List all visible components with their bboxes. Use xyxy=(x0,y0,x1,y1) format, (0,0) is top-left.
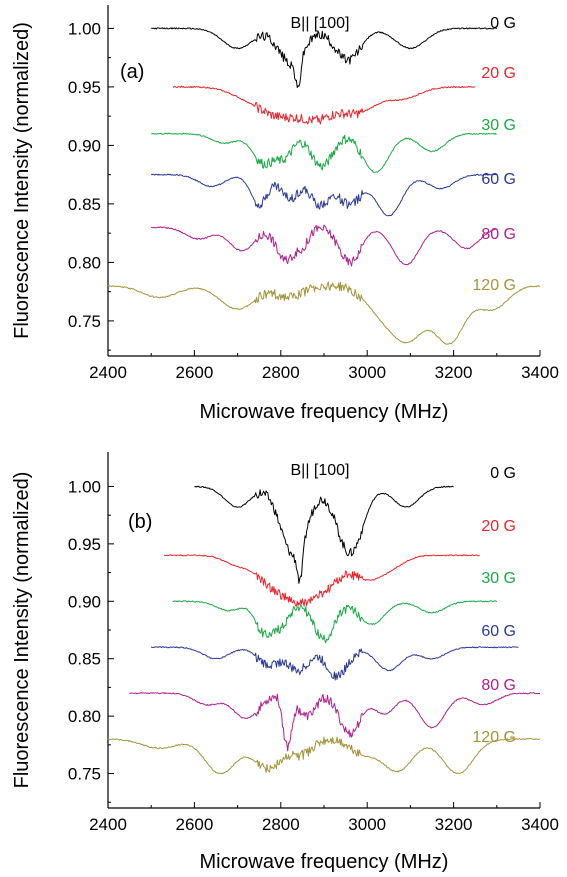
series-label: 80 G xyxy=(481,677,516,694)
x-tick-label: 2800 xyxy=(262,363,300,382)
x-tick-label: 2600 xyxy=(175,815,213,834)
y-tick-label: 0.95 xyxy=(68,78,101,97)
series-label: 20 G xyxy=(481,65,516,82)
x-tick-label: 2800 xyxy=(262,815,300,834)
y-tick-label: 0.85 xyxy=(68,195,101,214)
x-tick-label: 3400 xyxy=(521,815,559,834)
x-tick-label: 3200 xyxy=(435,815,473,834)
y-tick-label: 0.85 xyxy=(68,650,101,669)
series-label: 120 G xyxy=(472,277,516,294)
x-tick-label: 3000 xyxy=(348,815,386,834)
x-tick-label: 2400 xyxy=(89,815,127,834)
x-tick-label: 2600 xyxy=(175,363,213,382)
y-tick-label: 0.80 xyxy=(68,253,101,272)
field-direction-annotation: B|| [100] xyxy=(290,462,349,479)
series-label: 80 G xyxy=(481,226,516,243)
y-axis-label: Fluorescence Intensity (normalized) xyxy=(11,22,33,339)
series-label: 30 G xyxy=(481,117,516,134)
series-label: 60 G xyxy=(481,171,516,188)
y-tick-label: 1.00 xyxy=(68,477,101,496)
series-line-30g xyxy=(151,132,498,173)
series-line-30g xyxy=(172,600,498,644)
y-tick-label: 1.00 xyxy=(68,19,101,38)
series-line-0g xyxy=(194,485,454,584)
y-tick-label: 0.80 xyxy=(68,707,101,726)
y-tick-label: 0.95 xyxy=(68,535,101,554)
panel-label: (b) xyxy=(128,511,152,533)
chart-panel-a: 2400 2600 2800 3000 3200 3400 0.75 0.80 0.85 0.90… xyxy=(11,5,559,423)
x-tick-label: 3000 xyxy=(348,363,386,382)
x-axis-label: Microwave frequency (MHz) xyxy=(200,401,449,423)
series-label: 60 G xyxy=(481,623,516,640)
series-line-60g xyxy=(150,173,497,217)
series-label: 120 G xyxy=(472,729,516,746)
series-line-80g xyxy=(151,224,498,267)
x-tick-label: 3400 xyxy=(521,363,559,382)
y-tick-label: 0.75 xyxy=(68,312,101,331)
series-line-0g xyxy=(151,27,498,88)
y-tick-label: 0.90 xyxy=(68,592,101,611)
series-label: 0 G xyxy=(490,15,516,32)
series-line-20g xyxy=(172,85,476,125)
field-direction-annotation: B|| [100] xyxy=(290,15,349,32)
x-tick-label: 3200 xyxy=(435,363,473,382)
panel-label: (a) xyxy=(120,61,144,83)
chart-panel-b: 2400 2600 2800 3000 3200 3400 0.75 0.80 0.85 0.90… xyxy=(11,452,559,873)
series-line-20g xyxy=(163,554,480,607)
series-line-120g xyxy=(107,281,541,345)
x-tick-label: 2400 xyxy=(89,363,127,382)
series-label: 30 G xyxy=(481,570,516,587)
y-tick-label: 0.90 xyxy=(68,136,101,155)
series-line-60g xyxy=(150,646,519,681)
series-line-80g xyxy=(129,692,541,752)
x-axis-label: Microwave frequency (MHz) xyxy=(200,851,449,873)
series-label: 0 G xyxy=(490,465,516,482)
series-label: 20 G xyxy=(481,518,516,535)
y-axis-label: Fluorescence Intensity (normalized) xyxy=(11,472,33,789)
series-line-120g xyxy=(107,736,541,775)
y-tick-label: 0.75 xyxy=(68,765,101,784)
